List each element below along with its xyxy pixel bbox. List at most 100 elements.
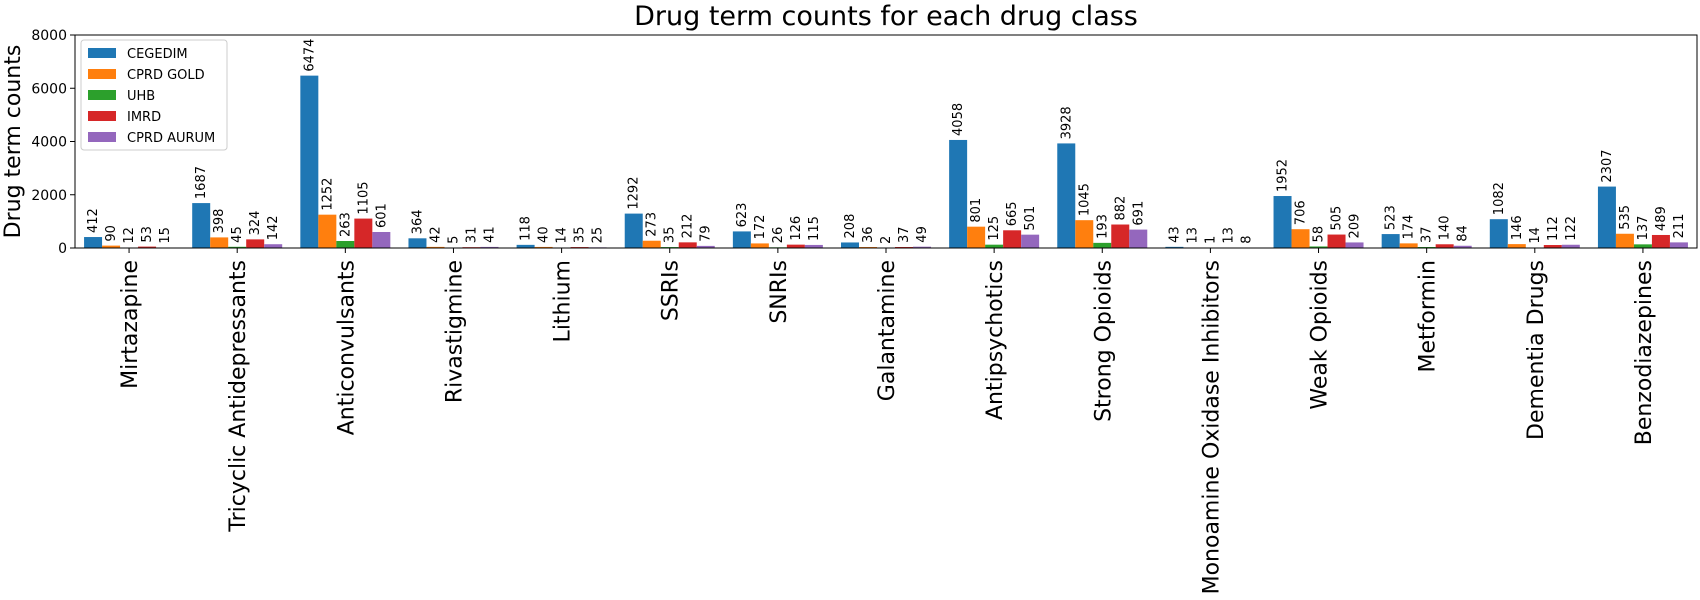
bar	[913, 246, 931, 248]
data-label: 84	[1456, 225, 1471, 242]
bar	[1327, 234, 1346, 248]
bar	[1453, 245, 1472, 248]
data-label: 1082	[1492, 182, 1507, 215]
data-label: 208	[843, 214, 858, 239]
data-label: 118	[519, 216, 534, 241]
bar	[804, 244, 823, 248]
data-label: 41	[482, 226, 497, 243]
data-label: 125	[987, 216, 1002, 241]
data-label: 212	[681, 214, 696, 239]
data-label: 3928	[1059, 106, 1074, 139]
data-label: 35	[573, 227, 588, 244]
data-label: 623	[735, 203, 750, 228]
bar	[1543, 245, 1562, 248]
bar	[1507, 244, 1526, 248]
y-tick-label: 2000	[31, 188, 67, 204]
data-label: 398	[212, 209, 227, 234]
data-label: 36	[861, 226, 876, 243]
bar	[1633, 244, 1652, 248]
bar	[1345, 242, 1364, 248]
data-label: 42	[428, 226, 443, 243]
bar	[967, 226, 986, 248]
data-label: 324	[248, 211, 263, 236]
data-label: 6474	[302, 39, 317, 72]
data-label: 364	[410, 209, 425, 234]
data-label: 35	[663, 227, 678, 244]
x-tick-label: Benzodiazepines	[1632, 260, 1657, 445]
data-label: 15	[158, 227, 173, 244]
bar	[1489, 219, 1508, 248]
data-label: 13	[1221, 227, 1236, 244]
bar	[624, 213, 643, 248]
data-label: 1952	[1276, 159, 1291, 192]
legend: CEGEDIM CPRD GOLD UHB IMRD CPRD AURUM	[80, 39, 228, 151]
data-label: 14	[555, 227, 570, 244]
y-tick-label: 6000	[31, 81, 67, 97]
bar	[1111, 224, 1130, 248]
y-tick-label: 4000	[31, 135, 67, 151]
data-label: 2	[879, 236, 894, 244]
bar	[336, 240, 355, 248]
data-label: 25	[591, 227, 606, 244]
data-label: 211	[1672, 214, 1687, 239]
bar	[1093, 242, 1112, 248]
data-label: 140	[1438, 215, 1453, 240]
data-label: 601	[374, 203, 389, 228]
data-label: 146	[1510, 215, 1525, 240]
data-label: 691	[1131, 201, 1146, 226]
bar	[786, 244, 805, 248]
chart-title: Drug term counts for each drug class	[634, 1, 1138, 32]
data-label: 45	[230, 226, 245, 243]
bar	[246, 239, 265, 248]
bar	[264, 244, 283, 248]
legend-swatch	[88, 69, 116, 79]
bar	[1075, 220, 1094, 248]
bar	[1129, 229, 1148, 248]
data-label: 26	[771, 227, 786, 244]
x-tick-label: Mirtazapine	[118, 260, 143, 389]
bar	[300, 75, 319, 248]
legend-swatch	[88, 132, 116, 142]
bar	[750, 243, 769, 248]
bar	[1291, 229, 1310, 248]
x-tick-label: Monoamine Oxidase Inhibitors	[1199, 260, 1224, 594]
data-label: 53	[140, 226, 155, 243]
data-label: 535	[1618, 205, 1633, 230]
legend-swatch	[88, 111, 116, 121]
x-tick-label: Antipsychotics	[983, 260, 1008, 420]
bar	[102, 245, 121, 248]
bar	[1381, 234, 1400, 248]
bar	[1309, 246, 1328, 248]
bar	[84, 237, 103, 248]
x-tick-label: Strong Opioids	[1091, 260, 1116, 422]
x-axis: Mirtazapine Tricyclic Antidepressants Anti…	[118, 248, 1657, 594]
y-axis: 0 2000 4000 6000 8000	[31, 28, 75, 257]
x-tick-label: Weak Opioids	[1308, 260, 1333, 410]
y-tick-label: 0	[58, 241, 67, 257]
data-label: 1687	[194, 166, 209, 199]
x-tick-label: Anticonvulsants	[334, 260, 359, 435]
data-label: 706	[1294, 200, 1309, 225]
bars-layer	[84, 75, 1688, 248]
bar	[1021, 234, 1040, 248]
plot-frame	[74, 34, 1698, 249]
data-label: 412	[86, 208, 101, 233]
x-tick-label: SNRIs	[767, 260, 792, 324]
legend-entry: UHB	[127, 89, 155, 104]
bar	[949, 139, 968, 248]
x-tick-label: SSRIs	[659, 260, 684, 321]
data-label: 209	[1348, 214, 1363, 239]
data-label: 79	[699, 225, 714, 242]
bar	[318, 214, 337, 248]
data-label: 505	[1330, 206, 1345, 231]
data-label: 1105	[356, 181, 371, 214]
data-label: 122	[1564, 216, 1579, 241]
bar	[1057, 143, 1076, 248]
data-label: 1045	[1077, 183, 1092, 216]
y-tick-label: 8000	[31, 28, 67, 44]
x-tick-label: Dementia Drugs	[1524, 260, 1549, 440]
legend-box	[80, 39, 228, 151]
data-label: 172	[753, 215, 768, 240]
